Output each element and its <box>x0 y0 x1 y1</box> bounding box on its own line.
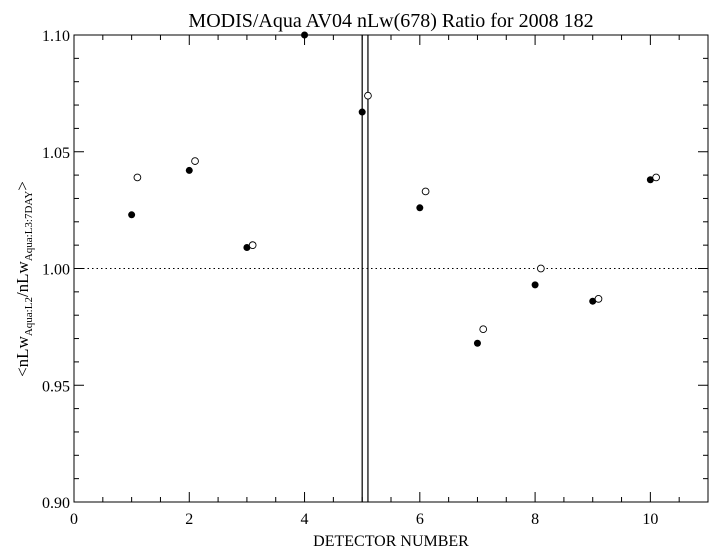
y-label-sub1: Aqua:L2 <box>23 297 35 336</box>
data-points <box>128 31 660 347</box>
filled-point <box>185 166 193 174</box>
y-tick-label: 1.10 <box>42 28 70 45</box>
x-tick-label: 8 <box>531 511 539 528</box>
y-tick-label: 0.95 <box>42 378 70 395</box>
y-tick-label: 1.00 <box>42 262 70 279</box>
x-tick-label: 10 <box>642 511 658 528</box>
x-axis-label: DETECTOR NUMBER <box>313 533 469 550</box>
y-label-prefix: <nLw <box>13 335 32 376</box>
x-tick-label: 4 <box>301 511 309 528</box>
y-label-suffix: > <box>13 181 32 191</box>
y-tick-label: 1.05 <box>42 145 70 162</box>
x-axis-ticks: 0 2 4 6 8 10 <box>70 35 709 528</box>
y-label-mid: /nLw <box>13 260 32 297</box>
x-tick-label: 6 <box>416 511 424 528</box>
y-axis-label: <nLwAqua:L2/nLwAqua:L3:7DAY> <box>13 181 35 377</box>
filled-point <box>243 243 251 251</box>
filled-point <box>531 281 539 289</box>
filled-point <box>358 108 366 116</box>
open-point <box>594 295 603 303</box>
filled-point <box>128 211 136 219</box>
open-point <box>191 157 199 165</box>
filled-point <box>473 339 481 347</box>
chart-title: MODIS/Aqua AV04 nLw(678) Ratio for 2008 … <box>188 10 593 32</box>
plot-area: 0 2 4 6 8 10 0.90 0.95 1.00 1.05 1.10 <box>42 28 709 528</box>
x-tick-label: 0 <box>70 511 78 528</box>
open-point <box>133 173 142 182</box>
y-label-sub2: Aqua:L3:7DAY <box>23 191 35 262</box>
filled-point <box>416 204 424 212</box>
y-axis-ticks: 0.90 0.95 1.00 1.05 1.10 <box>42 28 708 512</box>
open-point <box>652 173 660 182</box>
y-tick-label: 0.90 <box>42 495 70 512</box>
open-point <box>537 264 545 273</box>
x-tick-label: 2 <box>185 511 193 528</box>
open-point <box>479 325 488 334</box>
filled-point <box>646 176 654 184</box>
filled-point <box>589 297 597 305</box>
open-point <box>364 91 372 100</box>
open-point <box>248 241 257 250</box>
open-point <box>421 187 430 196</box>
